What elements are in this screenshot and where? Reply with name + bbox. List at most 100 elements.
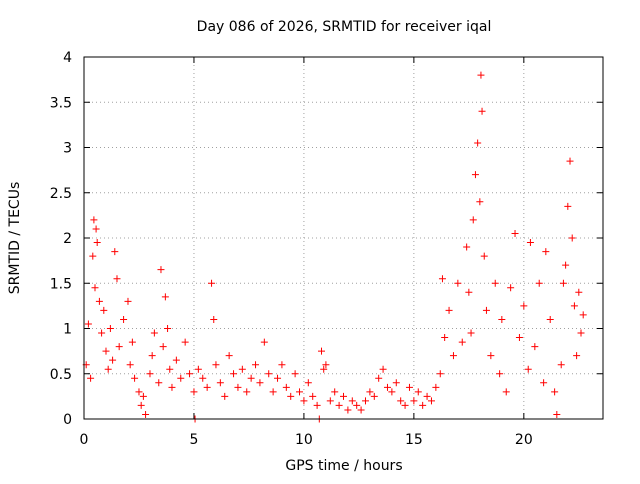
data-point (282, 383, 290, 391)
data-point (502, 388, 510, 396)
data-point (375, 374, 383, 382)
data-point (559, 279, 567, 287)
data-point (469, 216, 477, 224)
data-point (515, 334, 523, 342)
data-point (157, 266, 165, 274)
data-point (562, 261, 570, 269)
y-tick-label: 3.5 (50, 95, 72, 111)
data-point (243, 388, 251, 396)
data-point (300, 397, 308, 405)
data-point (309, 392, 317, 400)
data-point (557, 361, 565, 369)
data-point (335, 401, 343, 409)
data-point (410, 397, 418, 405)
data-point (210, 315, 218, 323)
data-point (106, 325, 114, 332)
data-point (344, 406, 352, 414)
x-tick-label: 20 (515, 432, 533, 448)
data-point (166, 365, 174, 373)
data-point (476, 198, 484, 206)
data-point (278, 361, 286, 369)
data-point (109, 356, 117, 364)
data-point (441, 334, 449, 342)
data-point (507, 284, 515, 292)
data-point (287, 392, 295, 400)
data-point (320, 365, 328, 373)
y-tick-label: 1.5 (50, 276, 72, 292)
data-point (427, 397, 435, 405)
data-point (361, 397, 369, 405)
data-point (480, 252, 488, 260)
y-tick-label: 3 (63, 141, 72, 157)
data-point (92, 225, 100, 233)
x-axis-title: GPS time / hours (285, 458, 402, 474)
data-point (487, 352, 495, 360)
data-point (458, 338, 466, 346)
data-point (423, 392, 431, 400)
data-point (269, 388, 277, 396)
data-point (135, 388, 143, 396)
data-point (126, 361, 134, 369)
data-point (100, 306, 108, 314)
data-point (95, 297, 103, 305)
data-point (535, 279, 543, 287)
data-point (150, 329, 158, 337)
data-point (379, 365, 387, 373)
data-point (401, 401, 409, 409)
data-point (146, 370, 154, 378)
data-point (137, 401, 145, 409)
data-point (383, 383, 391, 391)
grid-layer (84, 57, 603, 419)
data-point (142, 410, 150, 418)
data-point (366, 388, 374, 396)
data-point (230, 370, 238, 378)
data-point (482, 306, 490, 314)
data-point (194, 365, 202, 373)
data-point (419, 401, 427, 409)
data-point (524, 365, 532, 373)
data-point (190, 388, 198, 396)
data-point (113, 275, 121, 283)
data-point (177, 374, 185, 382)
data-point (438, 275, 446, 283)
data-point (454, 279, 462, 287)
data-point (318, 347, 326, 355)
data-point (238, 365, 246, 373)
chart-title: Day 086 of 2026, SRMTID for receiver iqa… (197, 19, 492, 35)
data-point (90, 216, 98, 224)
data-point (225, 352, 233, 360)
data-point (511, 229, 519, 237)
data-point (247, 374, 255, 382)
data-point (496, 370, 504, 378)
data-point (540, 379, 548, 387)
data-point (405, 383, 413, 391)
x-tick-label: 5 (189, 432, 198, 448)
data-point (260, 338, 268, 346)
data-point (463, 243, 471, 251)
data-point (449, 352, 457, 360)
data-point (212, 361, 220, 369)
data-point (93, 239, 101, 247)
data-point (111, 248, 119, 256)
y-tick-label: 2.5 (50, 186, 72, 202)
data-point (531, 343, 539, 351)
data-point (575, 288, 583, 296)
data-point (520, 302, 528, 310)
data-point (265, 370, 273, 378)
data-point (203, 383, 211, 391)
data-point (498, 315, 506, 323)
data-point (216, 379, 224, 387)
data-point (87, 374, 95, 382)
data-point (161, 293, 169, 301)
data-point (467, 329, 475, 337)
data-point (159, 343, 167, 351)
data-point (115, 343, 123, 351)
data-point (252, 361, 260, 369)
data-point (388, 388, 396, 396)
data-point (131, 374, 139, 382)
data-point (432, 383, 440, 391)
data-point (221, 392, 229, 400)
y-tick-label: 2 (63, 231, 72, 247)
